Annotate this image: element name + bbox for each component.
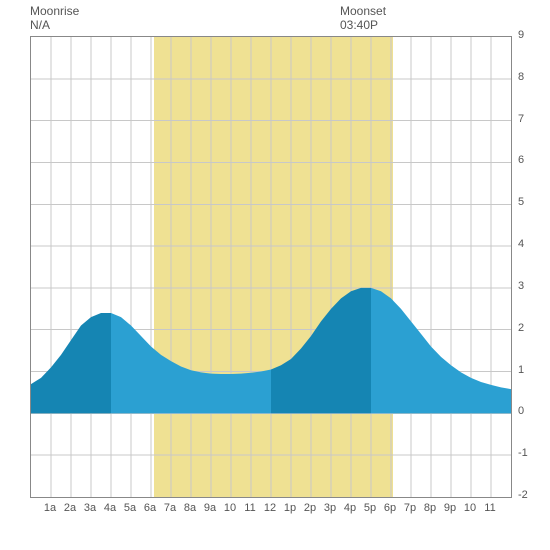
x-tick-label: 12 [260, 502, 280, 514]
x-tick-label: 9a [200, 502, 220, 514]
plot-area [30, 36, 512, 498]
moonrise-label: Moonrise [30, 4, 79, 18]
x-tick-label: 9p [440, 502, 460, 514]
moonset-block: Moonset 03:40P [340, 4, 386, 32]
x-tick-label: 8a [180, 502, 200, 514]
y-tick-label: 0 [518, 405, 538, 417]
tide-chart: Moonrise N/A Moonset 03:40P -2-101234567… [0, 0, 550, 550]
x-tick-label: 7a [160, 502, 180, 514]
x-tick-label: 3a [80, 502, 100, 514]
x-tick-label: 11 [480, 502, 500, 514]
y-tick-label: 2 [518, 322, 538, 334]
y-tick-label: 1 [518, 364, 538, 376]
y-tick-label: 3 [518, 280, 538, 292]
x-tick-label: 6p [380, 502, 400, 514]
x-tick-label: 1a [40, 502, 60, 514]
x-tick-label: 6a [140, 502, 160, 514]
moonset-label: Moonset [340, 4, 386, 18]
moonrise-block: Moonrise N/A [30, 4, 79, 32]
x-tick-label: 4p [340, 502, 360, 514]
y-tick-label: 4 [518, 238, 538, 250]
x-tick-label: 10 [460, 502, 480, 514]
y-tick-label: -2 [518, 489, 538, 501]
x-tick-label: 5a [120, 502, 140, 514]
x-tick-label: 2p [300, 502, 320, 514]
x-tick-label: 11 [240, 502, 260, 514]
x-tick-label: 1p [280, 502, 300, 514]
x-tick-label: 5p [360, 502, 380, 514]
x-tick-label: 3p [320, 502, 340, 514]
plot-svg [31, 37, 511, 497]
x-tick-label: 10 [220, 502, 240, 514]
y-tick-label: 9 [518, 29, 538, 41]
x-tick-label: 8p [420, 502, 440, 514]
moonset-value: 03:40P [340, 18, 386, 32]
y-tick-label: 6 [518, 154, 538, 166]
y-tick-label: 5 [518, 196, 538, 208]
y-tick-label: -1 [518, 447, 538, 459]
y-tick-label: 7 [518, 113, 538, 125]
y-tick-label: 8 [518, 71, 538, 83]
x-tick-label: 7p [400, 502, 420, 514]
chart-header: Moonrise N/A Moonset 03:40P [30, 4, 520, 36]
moonrise-value: N/A [30, 18, 79, 32]
x-tick-label: 4a [100, 502, 120, 514]
x-tick-label: 2a [60, 502, 80, 514]
